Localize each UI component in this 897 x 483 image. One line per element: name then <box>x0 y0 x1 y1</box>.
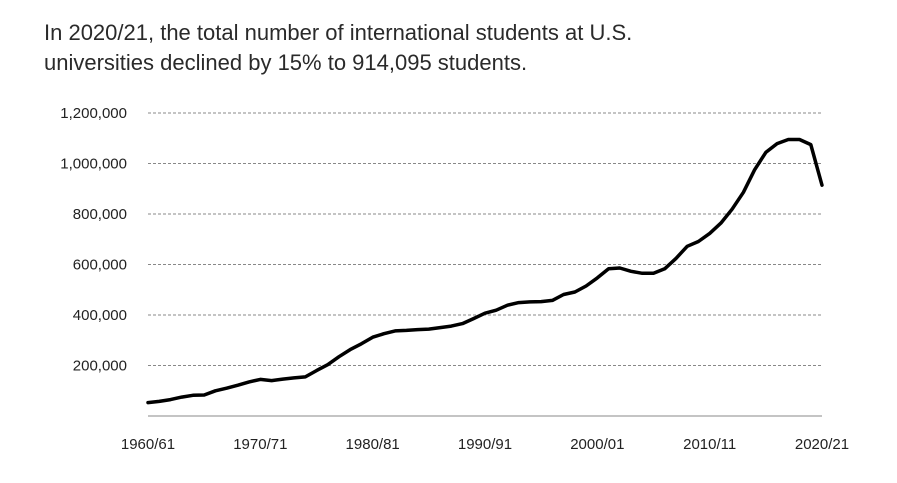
y-tick-label: 800,000 <box>73 206 127 223</box>
x-tick-label: 1990/91 <box>458 436 512 453</box>
x-tick-label: 2010/11 <box>683 436 736 453</box>
y-tick-label: 400,000 <box>73 307 127 324</box>
y-tick-label: 1,000,000 <box>60 156 127 173</box>
y-tick-label: 1,200,000 <box>60 105 127 122</box>
x-tick-label: 1980/81 <box>346 436 400 453</box>
x-tick-label: 2000/01 <box>570 436 624 453</box>
chart-title-line-1: In 2020/21, the total number of internat… <box>44 20 633 45</box>
x-tick-label: 2020/21 <box>795 436 849 453</box>
x-tick-label: 1970/71 <box>233 436 287 453</box>
chart-title: In 2020/21, the total number of internat… <box>44 18 864 78</box>
gridlines <box>148 112 822 366</box>
y-tick-label: 200,000 <box>73 358 127 375</box>
y-tick-label: 600,000 <box>73 257 127 274</box>
x-tick-label: 1960/61 <box>121 436 175 453</box>
series-group <box>146 137 824 405</box>
x-axis-ticks: 1960/61 1970/71 1980/81 1990/91 2000/01 2010/… <box>121 436 849 453</box>
y-axis-ticks: 200,000 400,000 600,000 800,000 1,000,000 1,2… <box>60 105 127 375</box>
chart-title-line-2: universities declined by 15% to 914,095 … <box>44 50 528 75</box>
series-line <box>146 137 824 405</box>
